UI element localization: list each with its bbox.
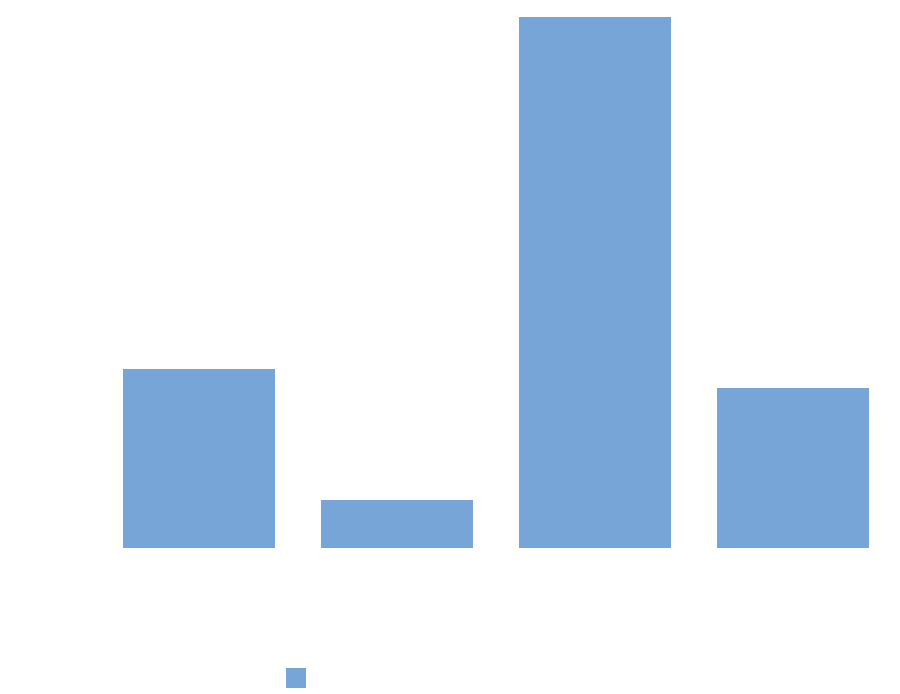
legend (286, 668, 314, 688)
bar-4 (717, 388, 869, 548)
bar-2 (321, 500, 473, 548)
bars-group (123, 17, 869, 548)
legend-swatch (286, 668, 306, 688)
bar-3 (519, 17, 671, 548)
bar-1 (123, 369, 275, 548)
